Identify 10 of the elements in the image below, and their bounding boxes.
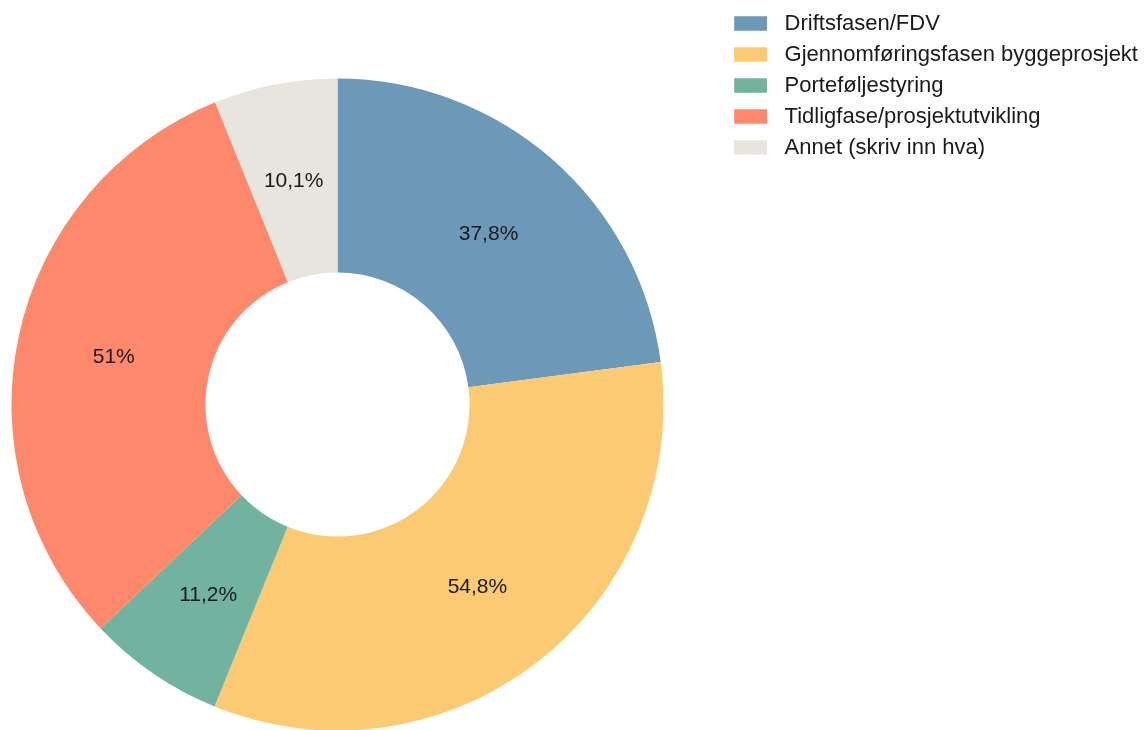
data-label: 10,1% — [263, 168, 324, 192]
legend-label: Tidligfase/prosjektutvikling — [784, 103, 1041, 129]
legend-label: Annet (skriv inn hva) — [784, 134, 986, 160]
data-label: 51% — [92, 344, 135, 368]
data-label: 54,8% — [447, 574, 508, 598]
data-label: 11,2% — [179, 582, 238, 605]
data-label: 37,8% — [458, 220, 519, 244]
legend-label: Driftsfasen/FDV — [784, 10, 940, 36]
legend-label: Gjennomføringsfasen byggeprosjekt — [784, 41, 1138, 67]
legend-label: Porteføljestyring — [784, 72, 944, 98]
